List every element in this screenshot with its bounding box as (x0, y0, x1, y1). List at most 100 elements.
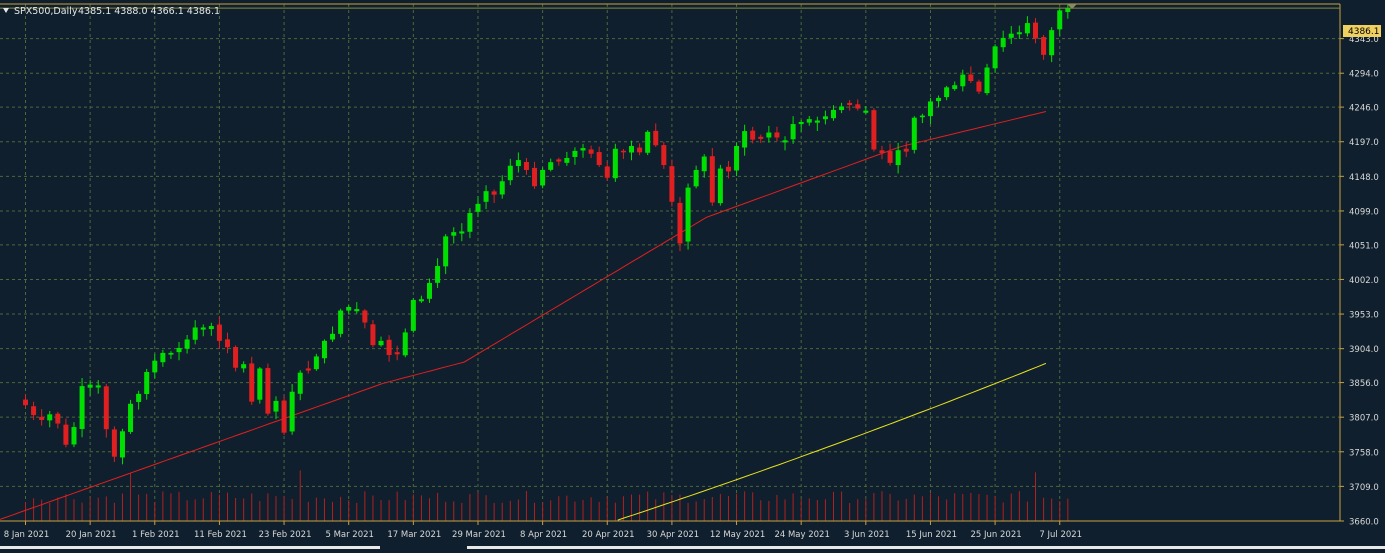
candle-bull (119, 431, 125, 458)
candle-bear (281, 400, 287, 433)
x-tick-label: 24 May 2021 (774, 530, 829, 540)
candle-bear (225, 339, 230, 348)
candle-bull (467, 213, 473, 232)
candle-bear (588, 149, 594, 154)
candle-bear (63, 424, 69, 445)
candle-bear (887, 151, 893, 163)
candle-bull (95, 385, 101, 388)
candle-bull (273, 400, 279, 412)
y-tick-label: 4294.0 (1349, 70, 1379, 80)
candle-bull (136, 393, 142, 402)
candle-bull (1049, 30, 1055, 56)
candle-bear (653, 130, 659, 146)
x-tick-label: 20 Apr 2021 (582, 530, 635, 540)
x-tick-label: 23 Feb 2021 (259, 530, 312, 540)
candle-bull (410, 299, 416, 331)
candle-bull (443, 236, 449, 267)
candle-bull (402, 332, 408, 356)
candle-bear (265, 368, 271, 414)
candle-bull (782, 140, 788, 143)
candle-bull (257, 368, 263, 400)
candle-bull (798, 121, 804, 125)
candle-bull (297, 372, 303, 394)
x-tick-label: 11 Feb 2021 (194, 530, 247, 540)
candle-bear (637, 147, 643, 153)
candle-bull (540, 169, 546, 186)
candle-bear (216, 324, 222, 341)
scrollbar-left[interactable] (0, 546, 380, 549)
candle-bull (321, 340, 327, 359)
x-tick-label: 25 Jun 2021 (971, 530, 1022, 540)
candle-bull (47, 414, 53, 421)
y-tick-label: 4246.0 (1349, 104, 1379, 114)
candle-bull (927, 101, 933, 117)
candle-bull (1016, 32, 1022, 35)
candle-bull (87, 384, 93, 388)
candle-bull (313, 356, 319, 370)
x-tick-label: 3 Jun 2021 (844, 530, 890, 540)
y-tick-label: 4343.0 (1349, 35, 1379, 45)
candle-bear (669, 166, 675, 202)
triangle-down-icon[interactable] (3, 8, 9, 13)
candle-bear (305, 368, 311, 371)
candle-bull (572, 150, 578, 157)
candle-bear (362, 310, 368, 323)
candle-bear (386, 339, 392, 356)
candle-bull (192, 327, 198, 340)
moving-average-layer (0, 111, 1047, 521)
candle-bull (459, 231, 465, 234)
candle-bear (596, 152, 602, 166)
candle-bull (717, 168, 723, 204)
candle-bull (839, 106, 845, 111)
candle-bear (103, 386, 109, 430)
candle-bear (23, 399, 28, 406)
x-tick-label: 5 Mar 2021 (325, 530, 373, 540)
grid-layer (0, 4, 1340, 522)
candle-bear (968, 74, 974, 81)
candle-bull (1024, 23, 1030, 34)
x-tick-label: 8 Jan 2021 (4, 530, 50, 540)
candle-bull (1065, 8, 1071, 13)
candle-bear (879, 150, 885, 154)
candle-bear (855, 104, 861, 109)
candle-bear (55, 413, 61, 424)
candle-bull (418, 299, 424, 302)
y-tick-label: 3807.0 (1349, 414, 1379, 424)
candle-bull (346, 306, 352, 311)
candle-bull (685, 187, 691, 242)
candle-bull (548, 162, 554, 170)
candle-bear (709, 156, 715, 203)
candle-bull (952, 85, 958, 89)
x-tick-label: 15 Jun 2021 (906, 530, 957, 540)
y-tick-label: 3953.0 (1349, 311, 1379, 321)
candle-bear (871, 110, 877, 150)
candle-bull (475, 203, 481, 212)
candle-bull (734, 145, 740, 171)
candle-bear (111, 429, 117, 457)
chart-shift-marker-icon[interactable] (1067, 4, 1077, 9)
candle-bull (863, 110, 869, 113)
candle-bear (677, 202, 683, 244)
candle-bull (71, 427, 77, 445)
candle-bull (629, 145, 634, 153)
candle-bull (1000, 37, 1006, 48)
candle-bear (370, 324, 376, 346)
y-tick-label: 4099.0 (1349, 207, 1379, 217)
candle-bear (31, 406, 37, 416)
candle-bear (1041, 37, 1047, 55)
y-tick-label: 4051.0 (1349, 241, 1379, 251)
candle-bull (515, 160, 521, 166)
x-tick-label: 17 Mar 2021 (387, 530, 441, 540)
current-price-box (1343, 25, 1381, 37)
candle-bear (1033, 22, 1038, 39)
candle-bull (1057, 10, 1063, 30)
x-tick-label: 1 Feb 2021 (132, 530, 180, 540)
candle-bear (556, 159, 562, 162)
candle-bull (944, 87, 950, 98)
scrollbar-right[interactable] (467, 546, 1385, 549)
x-tick-label: 20 Jan 2021 (66, 530, 117, 540)
candle-bear (976, 81, 982, 92)
